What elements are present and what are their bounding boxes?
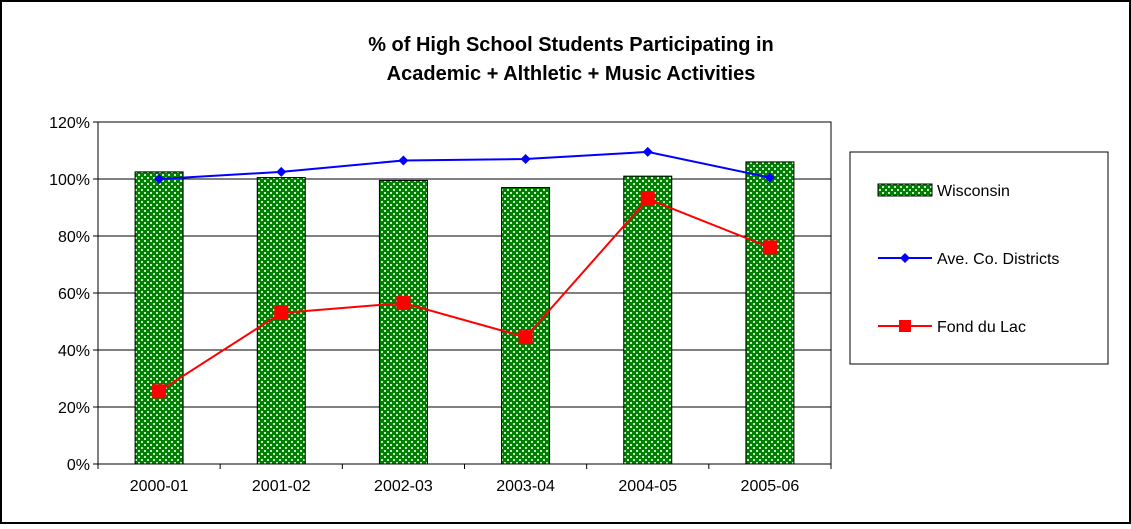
y-axis: 0% 20% 40% 60% 80% 100% 120% (49, 115, 98, 474)
y-tick-label: 40% (58, 343, 90, 360)
legend-label-fdl: Fond du Lac (937, 319, 1026, 336)
line-series (152, 146, 777, 399)
y-tick-label: 120% (49, 115, 90, 132)
point-ave (154, 174, 165, 184)
point-ave (764, 172, 775, 183)
point-fdl (640, 191, 655, 206)
y-tick-label: 0% (67, 457, 90, 474)
legend-swatch-wisconsin (877, 183, 933, 197)
chart-title-line-2: Academic + Althletic + Music Activities (387, 63, 756, 85)
y-tick-label: 60% (58, 286, 90, 303)
point-fdl (274, 305, 289, 320)
bar-wisconsin (134, 171, 184, 465)
bar-wisconsin (745, 161, 795, 465)
x-tick-label: 2000-01 (130, 478, 189, 495)
point-ave (642, 146, 653, 157)
bar-wisconsin (623, 175, 673, 465)
point-ave (398, 155, 409, 166)
x-tick-label: 2003-04 (496, 478, 555, 495)
x-tick-label: 2002-03 (374, 478, 433, 495)
point-ave (276, 166, 287, 177)
grid-lines (98, 178, 831, 408)
x-tick-label: 2004-05 (618, 478, 677, 495)
y-tick-label: 100% (49, 172, 90, 189)
y-tick-label: 20% (58, 400, 90, 417)
bar-series-wisconsin (134, 161, 795, 465)
legend-label-ave: Ave. Co. Districts (937, 251, 1059, 268)
legend-marker-ave (900, 253, 910, 263)
legend-marker-fdl (899, 320, 911, 332)
line-ave (159, 150, 771, 180)
legend-label-wisconsin: Wisconsin (937, 183, 1010, 200)
point-fdl (396, 295, 411, 310)
line-fdl (158, 197, 771, 393)
x-tick-label: 2005-06 (741, 478, 800, 495)
chart-title-line-1: % of High School Students Participating … (368, 34, 774, 56)
x-axis: 2000-01 2001-02 2002-03 2003-04 2004-05 2005-… (97, 464, 832, 495)
y-tick-label: 80% (58, 229, 90, 246)
point-ave (520, 154, 531, 165)
point-fdl (518, 330, 533, 345)
point-fdl (152, 384, 167, 399)
bar-wisconsin (501, 187, 551, 465)
bar-wisconsin (256, 177, 306, 465)
point-fdl (762, 240, 777, 255)
x-tick-label: 2001-02 (252, 478, 311, 495)
bar-wisconsin (378, 179, 428, 465)
